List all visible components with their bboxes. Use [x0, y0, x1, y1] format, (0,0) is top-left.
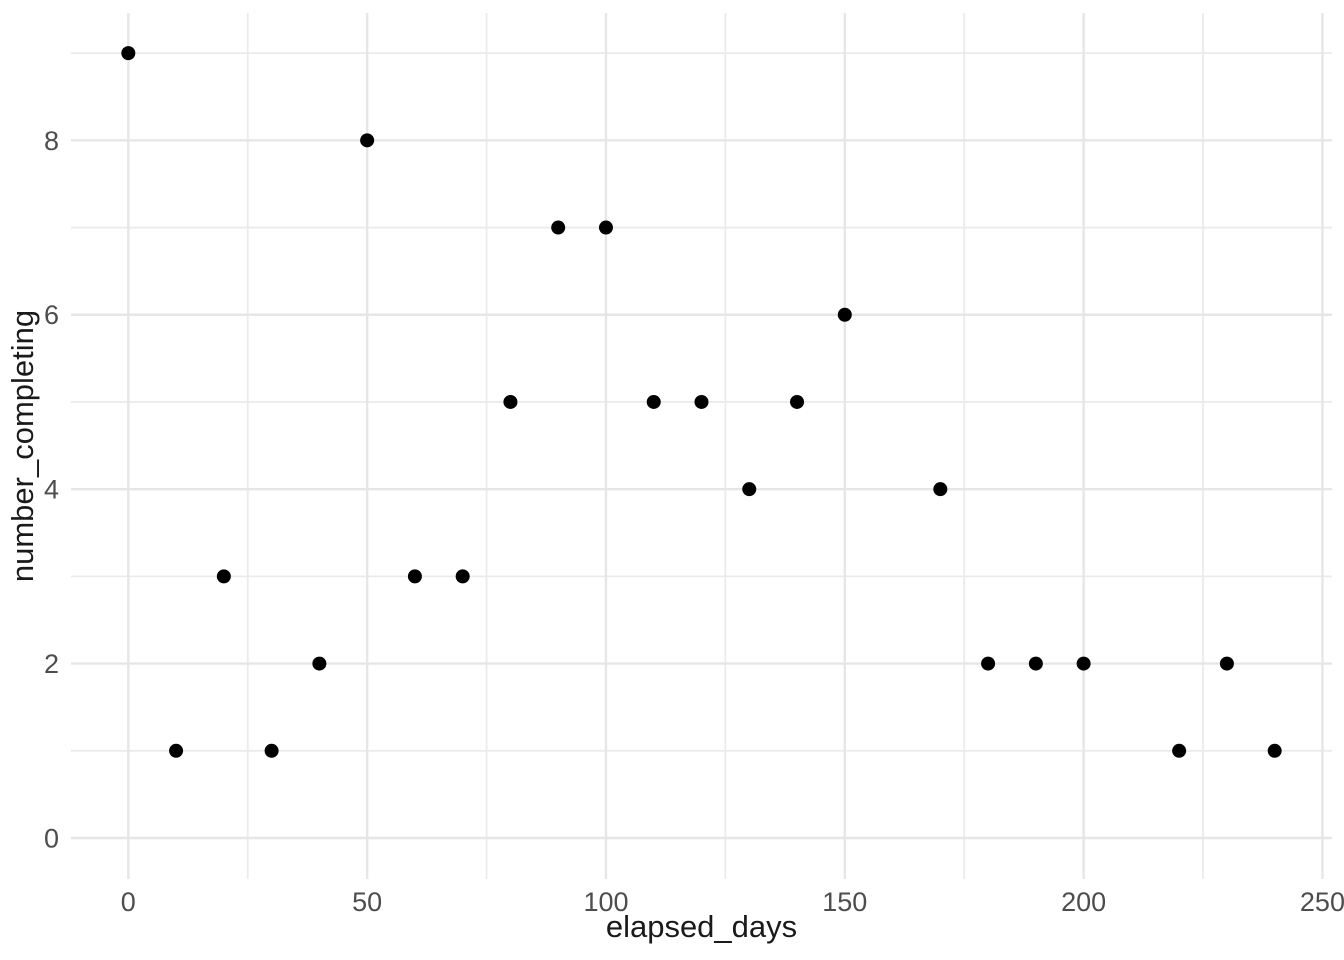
data-point — [646, 394, 661, 409]
x-axis-title: elapsed_days — [606, 909, 797, 944]
major-gridlines — [71, 13, 1332, 879]
data-point — [598, 220, 613, 235]
x-tick-label: 150 — [822, 887, 867, 917]
x-tick-label: 200 — [1061, 887, 1106, 917]
data-point — [407, 569, 422, 584]
data-point — [933, 482, 948, 497]
data-point — [1267, 743, 1282, 758]
data-point — [264, 743, 279, 758]
y-axis-tick-labels: 0 2 4 6 8 — [44, 126, 59, 854]
data-point — [121, 46, 136, 61]
data-point — [455, 569, 470, 584]
data-point — [503, 394, 518, 409]
data-point — [312, 656, 327, 671]
y-axis-title: number_completing — [5, 310, 40, 582]
data-point — [1219, 656, 1234, 671]
data-point — [169, 743, 184, 758]
data-point — [551, 220, 566, 235]
data-point — [1028, 656, 1043, 671]
x-tick-label: 250 — [1300, 887, 1344, 917]
data-point — [1172, 743, 1187, 758]
data-point — [1076, 656, 1091, 671]
x-tick-label: 0 — [121, 887, 136, 917]
data-point — [216, 569, 231, 584]
data-point — [981, 656, 996, 671]
x-tick-label: 50 — [352, 887, 382, 917]
y-tick-label: 6 — [44, 300, 59, 330]
data-point — [694, 394, 709, 409]
y-tick-label: 0 — [44, 824, 59, 854]
minor-gridlines — [71, 13, 1332, 879]
y-tick-label: 4 — [44, 475, 59, 505]
data-point — [837, 307, 852, 322]
y-tick-label: 2 — [44, 649, 59, 679]
data-points — [121, 46, 1282, 758]
data-point — [742, 482, 757, 497]
x-tick-label: 100 — [583, 887, 628, 917]
data-point — [360, 133, 375, 148]
data-point — [790, 394, 805, 409]
y-tick-label: 8 — [44, 126, 59, 156]
x-axis-tick-labels: 0 50 100 150 200 250 — [121, 887, 1344, 917]
